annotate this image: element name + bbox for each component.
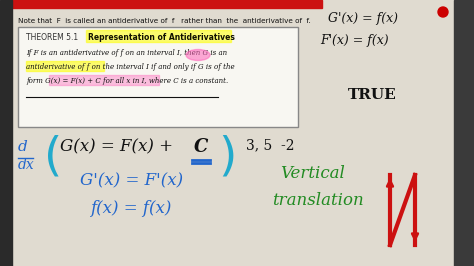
Bar (0, 0, 12, 266)
Text: dx: dx (18, 158, 35, 172)
Bar (86, 30, 231, 42)
Text: (: ( (44, 134, 63, 179)
Text: G(x) = F(x) +: G(x) = F(x) + (60, 138, 173, 155)
Text: Note that  F  is called an antiderivative of  f   rather than  the  antiderivati: Note that F is called an antiderivative … (18, 18, 311, 24)
Text: form G(x) = F(x) + C for all x in I, where C is a constant.: form G(x) = F(x) + C for all x in I, whe… (26, 77, 228, 85)
Text: ): ) (218, 134, 237, 179)
Text: TRUE: TRUE (348, 88, 397, 102)
Text: If F is an antiderivative of f on an interval I, then G is an: If F is an antiderivative of f on an int… (26, 49, 227, 57)
Bar (26, 61, 104, 71)
Text: G'(x) = F'(x): G'(x) = F'(x) (80, 172, 183, 189)
Text: translation: translation (272, 192, 364, 209)
Circle shape (438, 7, 448, 17)
Text: C: C (194, 138, 209, 156)
Text: F'(x) = f(x): F'(x) = f(x) (320, 34, 389, 47)
Ellipse shape (186, 49, 210, 60)
Text: Representation of Antiderivatives: Representation of Antiderivatives (88, 33, 235, 42)
Text: Vertical: Vertical (280, 165, 345, 182)
Bar (18, 27, 298, 127)
Text: THEOREM 5.1: THEOREM 5.1 (26, 33, 78, 42)
Bar (49, 75, 159, 85)
Text: G'(x) = f(x): G'(x) = f(x) (328, 12, 398, 25)
Text: f(x) = f(x): f(x) = f(x) (90, 200, 172, 217)
Text: antiderivative of f on the interval I if and only if G is of the: antiderivative of f on the interval I if… (26, 63, 235, 71)
Bar (454, 0, 474, 266)
Text: 3, 5  -2: 3, 5 -2 (246, 138, 294, 152)
Bar (12, 0, 322, 8)
Text: d: d (18, 140, 28, 154)
